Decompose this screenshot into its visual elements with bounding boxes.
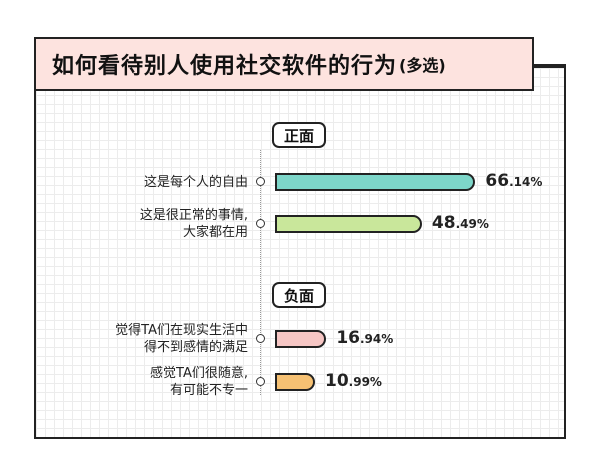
- bar: [275, 330, 327, 348]
- bar: [275, 173, 476, 191]
- row-dot-marker: [256, 219, 265, 228]
- section-label-negative: 负面: [272, 282, 326, 308]
- chart-subtitle: (多选): [399, 56, 446, 75]
- data-label: 66.14%: [485, 171, 543, 191]
- section-label-positive: 正面: [272, 122, 326, 148]
- category-label: 这是很正常的事情, 大家都在用: [139, 208, 248, 240]
- category-label: 觉得TA们在现实生活中 得不到感情的满足: [115, 323, 248, 355]
- row-dot-marker: [256, 334, 265, 343]
- bar: [275, 215, 422, 233]
- bar: [275, 373, 315, 391]
- row-dot-marker: [256, 377, 265, 386]
- title-banner: 如何看待别人使用社交软件的行为 (多选): [34, 37, 534, 91]
- data-label: 10.99%: [325, 371, 382, 391]
- category-label: 这是每个人的自由: [143, 174, 248, 190]
- chart-title: 如何看待别人使用社交软件的行为: [52, 54, 398, 79]
- dotted-guide-line: [260, 150, 261, 395]
- category-label: 感觉TA们很随意, 有可能不专一: [150, 366, 248, 398]
- title-connector-line: [534, 64, 566, 66]
- data-label: 48.49%: [431, 213, 489, 233]
- data-label: 16.94%: [336, 328, 394, 348]
- row-dot-marker: [256, 177, 265, 186]
